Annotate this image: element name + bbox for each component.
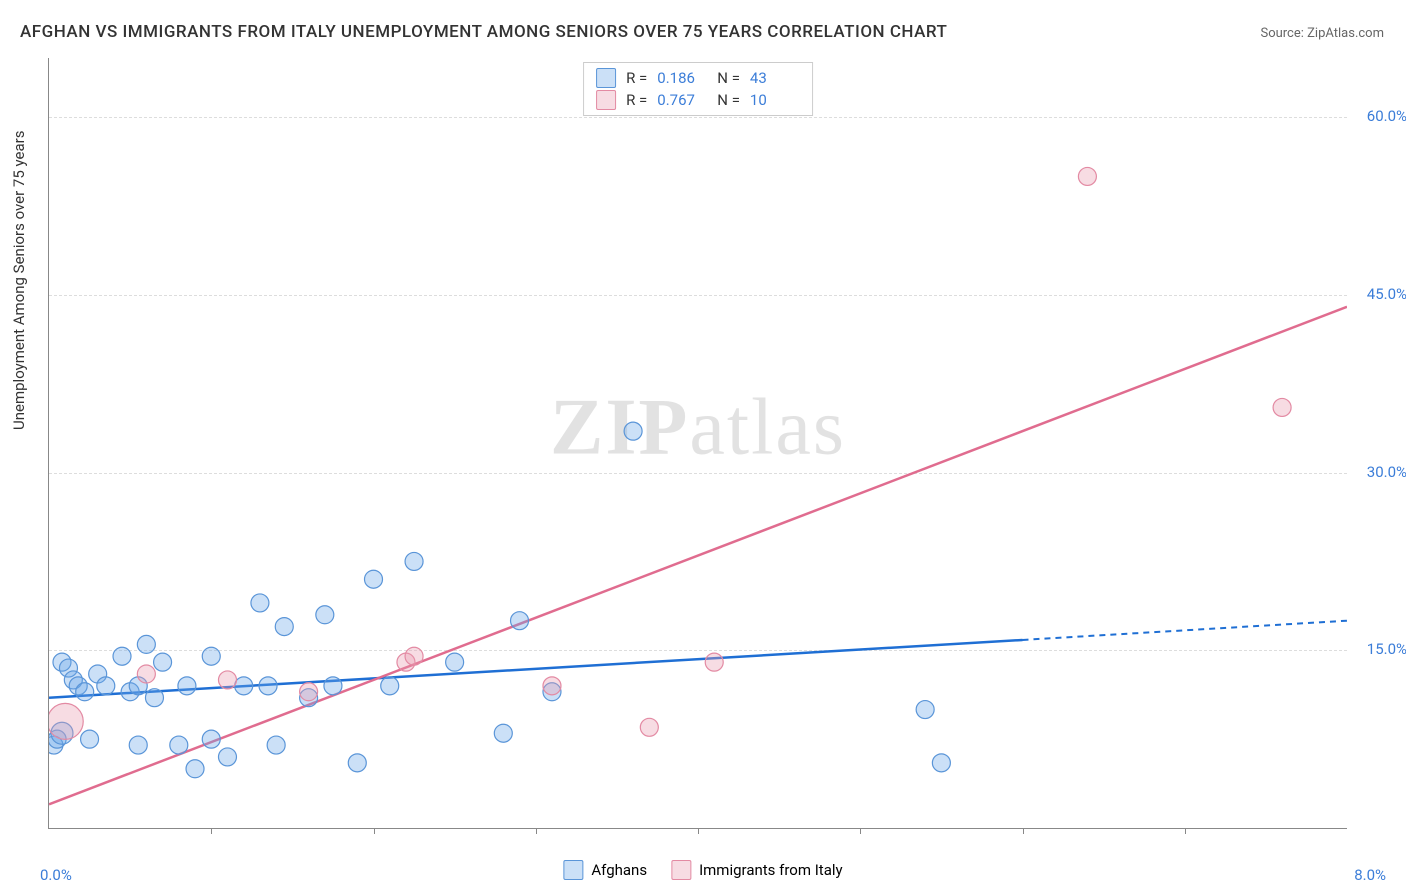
data-point <box>145 689 163 707</box>
data-point <box>543 677 561 695</box>
data-point <box>202 647 220 665</box>
x-tick-mark <box>860 828 861 834</box>
r-value: 0.186 <box>657 69 707 87</box>
y-tick-label: 15.0% <box>1352 640 1406 658</box>
data-point <box>324 677 342 695</box>
x-tick-mark <box>536 828 537 834</box>
data-point <box>1273 398 1291 416</box>
legend-label: Afghans <box>591 861 647 879</box>
data-point <box>275 618 293 636</box>
data-point <box>640 718 658 736</box>
x-tick-mark <box>374 828 375 834</box>
legend-row-afghans: R = 0.186 N = 43 <box>596 67 800 89</box>
x-axis-max-label: 8.0% <box>1354 866 1386 884</box>
swatch-icon <box>671 860 691 880</box>
data-point <box>624 422 642 440</box>
y-axis-label: Unemployment Among Seniors over 75 years <box>10 131 28 430</box>
correlation-legend: R = 0.186 N = 43 R = 0.767 N = 10 <box>583 62 813 116</box>
y-tick-label: 30.0% <box>1352 463 1406 481</box>
swatch-icon <box>563 860 583 880</box>
data-point <box>511 612 529 630</box>
legend-item-italy: Immigrants from Italy <box>671 860 843 880</box>
x-tick-mark <box>1023 828 1024 834</box>
r-label: R = <box>626 91 647 109</box>
data-point <box>76 683 94 701</box>
data-point <box>405 647 423 665</box>
data-point <box>81 730 99 748</box>
x-tick-mark <box>211 828 212 834</box>
data-point <box>267 736 285 754</box>
data-point <box>405 552 423 570</box>
data-point <box>251 594 269 612</box>
data-point <box>202 730 220 748</box>
data-point <box>154 653 172 671</box>
y-tick-label: 45.0% <box>1352 285 1406 303</box>
n-label: N = <box>717 91 740 109</box>
data-point <box>916 701 934 719</box>
r-value: 0.767 <box>657 91 707 109</box>
data-point <box>137 665 155 683</box>
series-legend: Afghans Immigrants from Italy <box>563 860 842 880</box>
data-point <box>186 760 204 778</box>
r-label: R = <box>626 69 647 87</box>
legend-label: Immigrants from Italy <box>699 861 843 879</box>
data-point <box>97 677 115 695</box>
data-point <box>365 570 383 588</box>
swatch-icon <box>596 90 616 110</box>
y-tick-label: 60.0% <box>1352 107 1406 125</box>
scatter-plot-svg <box>49 58 1347 828</box>
data-point <box>113 647 131 665</box>
data-point <box>494 724 512 742</box>
data-point <box>218 671 236 689</box>
data-point <box>932 754 950 772</box>
data-point <box>259 677 277 695</box>
x-axis-origin-label: 0.0% <box>40 866 72 884</box>
n-value: 43 <box>750 69 800 87</box>
data-point <box>218 748 236 766</box>
data-point <box>381 677 399 695</box>
data-point <box>446 653 464 671</box>
data-point <box>1078 167 1096 185</box>
chart-title: AFGHAN VS IMMIGRANTS FROM ITALY UNEMPLOY… <box>20 22 947 42</box>
chart-plot-area: R = 0.186 N = 43 R = 0.767 N = 10 ZIPatl… <box>48 58 1347 829</box>
swatch-icon <box>596 68 616 88</box>
legend-row-italy: R = 0.767 N = 10 <box>596 89 800 111</box>
x-tick-mark <box>1185 828 1186 834</box>
data-point <box>170 736 188 754</box>
data-point <box>49 703 83 739</box>
n-label: N = <box>717 69 740 87</box>
data-point <box>300 683 318 701</box>
data-point <box>137 635 155 653</box>
data-point <box>178 677 196 695</box>
data-point <box>129 736 147 754</box>
data-point <box>348 754 366 772</box>
n-value: 10 <box>750 91 800 109</box>
data-point <box>316 606 334 624</box>
legend-item-afghans: Afghans <box>563 860 647 880</box>
source-attribution: Source: ZipAtlas.com <box>1260 26 1384 41</box>
x-tick-mark <box>698 828 699 834</box>
data-point <box>705 653 723 671</box>
data-point <box>235 677 253 695</box>
